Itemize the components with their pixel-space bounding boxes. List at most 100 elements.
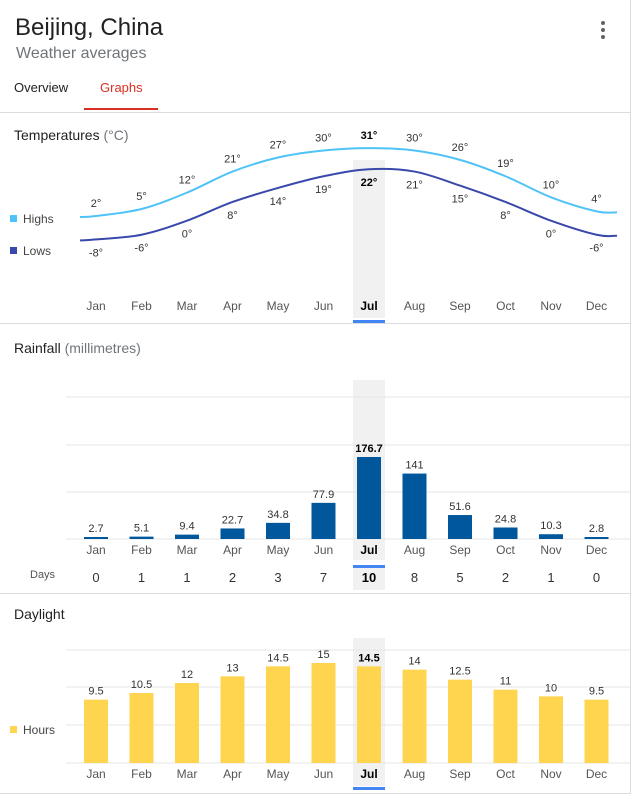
- temperature-month-label: Aug: [404, 299, 425, 313]
- rainfall-bar: [357, 457, 381, 539]
- lows-data-label: 8°: [500, 210, 511, 222]
- lows-line: [79, 167, 618, 242]
- rainfall-bar: [402, 473, 427, 539]
- daylight-month-label: Apr: [223, 767, 242, 781]
- daylight-month-label: Sep: [449, 767, 471, 781]
- selected-month-marker: [353, 320, 385, 323]
- daylight-month-label: Mar: [177, 767, 198, 781]
- temperature-month-label: Dec: [586, 299, 607, 313]
- highs-data-label: 19°: [497, 158, 514, 170]
- subtitle: Weather averages: [16, 45, 147, 62]
- daylight-month-label: Jan: [86, 767, 105, 781]
- selected-month-band: [353, 160, 385, 318]
- daylight-data-label: 14: [408, 656, 420, 668]
- daylight-data-label: 10.5: [131, 679, 152, 691]
- highs-data-label: 31°: [361, 130, 378, 142]
- rainfall-data-label: 9.4: [179, 521, 194, 533]
- daylight-data-label: 13: [226, 662, 238, 674]
- location-title: Beijing, China: [15, 14, 164, 41]
- daylight-bar: [220, 676, 245, 763]
- highs-data-label: 30°: [406, 133, 423, 145]
- lows-data-label: 15°: [452, 194, 469, 206]
- temperature-month-label: Sep: [449, 299, 471, 313]
- lows-data-label: 0°: [546, 229, 557, 241]
- rainfall-data-label: 141: [405, 460, 423, 472]
- legend-swatch-highs: [10, 215, 17, 222]
- daylight-data-label: 12: [181, 669, 193, 681]
- daylight-month-label: Jun: [314, 767, 333, 781]
- selected-month-marker: [353, 787, 385, 790]
- highs-data-label: 30°: [315, 133, 332, 145]
- rainfall-data-label: 10.3: [540, 520, 561, 532]
- tab-overview[interactable]: Overview: [14, 80, 69, 95]
- temperature-month-label: Mar: [177, 299, 198, 313]
- rain-days-value: 8: [411, 570, 418, 585]
- tab-graphs[interactable]: Graphs: [100, 80, 143, 95]
- daylight-month-label: Jul: [360, 767, 377, 781]
- lows-data-label: 19°: [315, 184, 332, 196]
- selected-month-band: [353, 566, 385, 590]
- rainfall-data-label: 34.8: [267, 509, 288, 521]
- rainfall-month-label: Mar: [177, 543, 198, 557]
- daylight-month-label: Feb: [131, 767, 152, 781]
- temperature-month-label: Jul: [360, 299, 377, 313]
- temperature-month-label: Jun: [314, 299, 333, 313]
- lows-data-label: -6°: [589, 243, 603, 255]
- temperature-month-label: Jan: [86, 299, 105, 313]
- rain-days-value: 1: [183, 570, 190, 585]
- rain-days-value: 3: [274, 570, 281, 585]
- daylight-month-label: Aug: [404, 767, 425, 781]
- rain-days-value: 0: [593, 570, 600, 585]
- rainfall-data-label: 51.6: [449, 501, 470, 513]
- daylight-bar: [357, 666, 381, 763]
- temperature-month-label: Oct: [496, 299, 515, 313]
- highs-data-label: 26°: [452, 142, 469, 154]
- rainfall-month-label: Sep: [449, 543, 471, 557]
- temperatures-title: Temperatures (°C): [14, 127, 129, 143]
- temperature-month-label: Apr: [223, 299, 242, 313]
- daylight-month-label: Nov: [540, 767, 561, 781]
- rain-days-value: 5: [456, 570, 463, 585]
- lows-data-label: 22°: [361, 177, 378, 189]
- daylight-data-label: 12.5: [449, 666, 470, 678]
- lows-data-label: -6°: [134, 243, 148, 255]
- rainfall-bar: [539, 534, 563, 539]
- rain-days-value: 7: [320, 570, 327, 585]
- daylight-bar: [539, 696, 563, 763]
- rainfall-month-label: Apr: [223, 543, 242, 557]
- highs-data-label: 27°: [270, 140, 287, 152]
- lows-data-label: 0°: [182, 229, 193, 241]
- rainfall-data-label: 5.1: [134, 523, 149, 535]
- highs-data-label: 12°: [179, 175, 196, 187]
- rainfall-month-label: Jun: [314, 543, 333, 557]
- more-vert-icon[interactable]: [597, 21, 609, 43]
- rainfall-data-label: 2.7: [88, 523, 103, 535]
- divider: [0, 323, 631, 324]
- days-label: Days: [30, 569, 56, 581]
- temperature-month-label: May: [267, 299, 290, 313]
- daylight-month-label: May: [267, 767, 290, 781]
- rain-days-value: 2: [229, 570, 236, 585]
- legend-swatch-hours: [10, 726, 17, 733]
- rainfall-data-label: 22.7: [222, 514, 243, 526]
- rainfall-month-label: Nov: [540, 543, 561, 557]
- daylight-data-label: 9.5: [88, 686, 103, 698]
- daylight-bar: [175, 683, 199, 763]
- rainfall-bar: [584, 537, 609, 539]
- rainfall-data-label: 24.8: [495, 513, 516, 525]
- rainfall-data-label: 77.9: [313, 489, 334, 501]
- rainfall-month-label: Feb: [131, 543, 152, 557]
- daylight-bar: [129, 693, 154, 763]
- rainfall-bar: [84, 537, 108, 539]
- rainfall-data-label: 2.8: [589, 523, 604, 535]
- daylight-data-label: 14.5: [267, 652, 288, 664]
- daylight-bar: [84, 699, 108, 763]
- rainfall-month-label: Aug: [404, 543, 425, 557]
- selected-month-marker: [353, 565, 385, 568]
- daylight-data-label: 14.5: [358, 652, 379, 664]
- highs-data-label: 4°: [591, 193, 602, 205]
- temperature-month-label: Nov: [540, 299, 561, 313]
- rainfall-bar: [311, 502, 336, 539]
